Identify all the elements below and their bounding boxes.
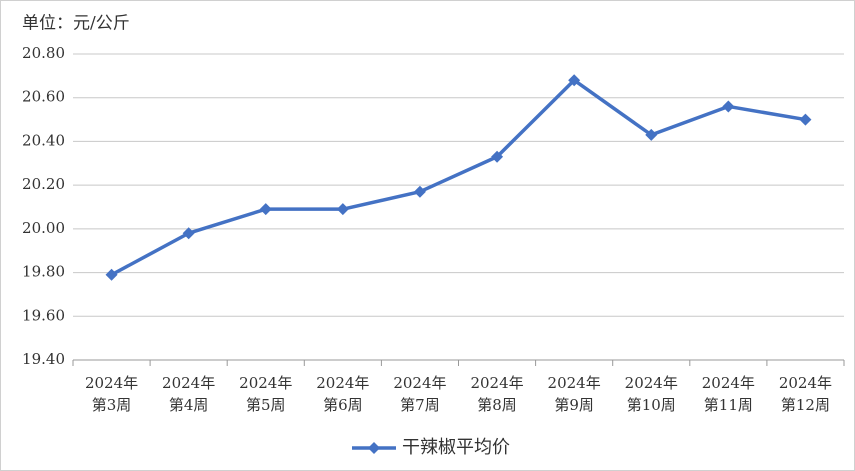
marker: [568, 74, 581, 87]
marker: [645, 128, 658, 141]
x-tick-label: 2024年: [548, 374, 601, 392]
x-tick-label: 2024年: [162, 374, 215, 392]
y-tick-label: 19.60: [22, 306, 65, 324]
marker: [722, 100, 735, 113]
x-tick-label: 第9周: [554, 396, 594, 414]
x-tick-label: 2024年: [393, 374, 446, 392]
legend-marker: [368, 442, 380, 454]
x-tick-label: 2024年: [85, 374, 138, 392]
y-tick-label: 19.40: [22, 350, 65, 368]
unit-label: 单位：元/公斤: [22, 14, 130, 34]
y-tick-label: 20.80: [22, 44, 65, 62]
line: [110, 78, 806, 277]
x-tick-label: 第6周: [323, 396, 363, 414]
x-tick-label: 2024年: [625, 374, 678, 392]
x-tick-label: 第7周: [400, 396, 440, 414]
x-tick-label: 第8周: [477, 396, 517, 414]
x-tick-label: 第10周: [627, 396, 676, 414]
marker: [182, 227, 195, 240]
marker: [105, 268, 118, 281]
x-tick-label: 第4周: [169, 396, 209, 414]
marker: [336, 203, 349, 216]
marker: [413, 185, 426, 198]
marker: [491, 150, 504, 163]
x-tick-label: 2024年: [702, 374, 755, 392]
x-tick-label: 第3周: [92, 396, 132, 414]
marker: [799, 113, 812, 126]
y-tick-label: 20.20: [22, 175, 65, 193]
x-tick-label: 2024年: [316, 374, 369, 392]
y-tick-label: 20.60: [22, 88, 65, 106]
y-tick-label: 20.00: [22, 219, 65, 237]
x-tick-label: 第12周: [781, 396, 830, 414]
marker: [259, 203, 272, 216]
x-tick-label: 2024年: [470, 374, 523, 392]
x-tick-label: 第11周: [704, 396, 753, 414]
legend-label: 干辣椒平均价: [402, 437, 510, 458]
x-tick-label: 2024年: [239, 374, 292, 392]
x-tick-label: 第5周: [246, 396, 286, 414]
x-tick-label: 2024年: [779, 374, 832, 392]
y-tick-label: 19.80: [22, 263, 65, 281]
y-tick-label: 20.40: [22, 131, 65, 149]
